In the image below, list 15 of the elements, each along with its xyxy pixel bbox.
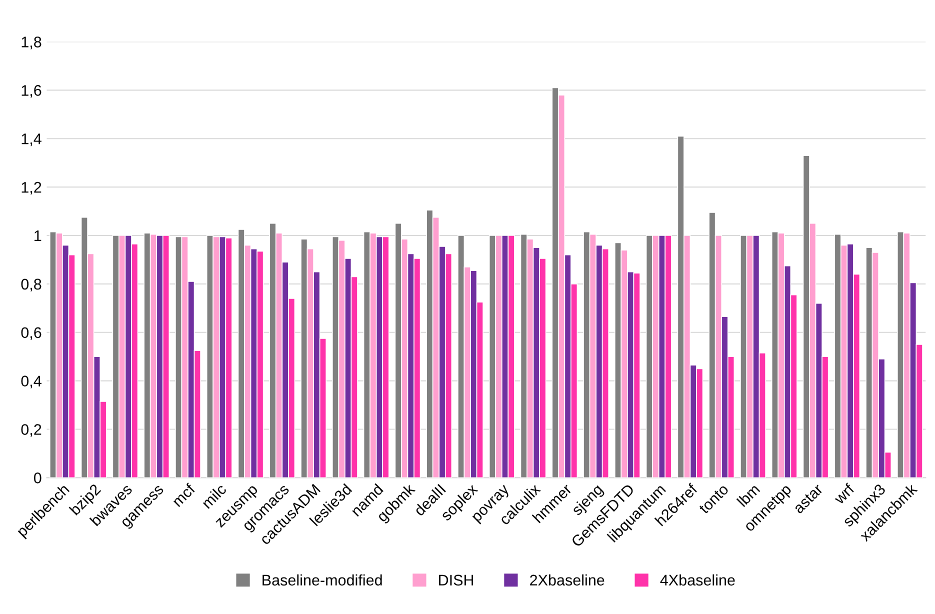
legend-label: DISH <box>439 574 474 586</box>
y-tick-label: 1,2 <box>22 182 42 195</box>
y-tick-label: 0 <box>34 472 42 484</box>
y-tick-label: 1,6 <box>22 85 42 98</box>
legend-label: Baseline-modified <box>262 574 382 586</box>
y-tick-label: 0,6 <box>21 327 42 340</box>
y-tick-label: 1,8 <box>22 36 42 50</box>
y-tick-label: 0,8 <box>21 278 42 292</box>
y-tick-label: 1 <box>34 230 42 242</box>
y-tick-label: 0,2 <box>21 424 42 437</box>
y-tick-label: 0,4 <box>21 376 42 388</box>
y-tick-label: 1,4 <box>22 134 42 146</box>
legend-label: 2Xbaseline <box>530 574 604 586</box>
legend-label: 4Xbaseline <box>660 574 735 586</box>
x-tick-label: mcf <box>171 482 196 508</box>
